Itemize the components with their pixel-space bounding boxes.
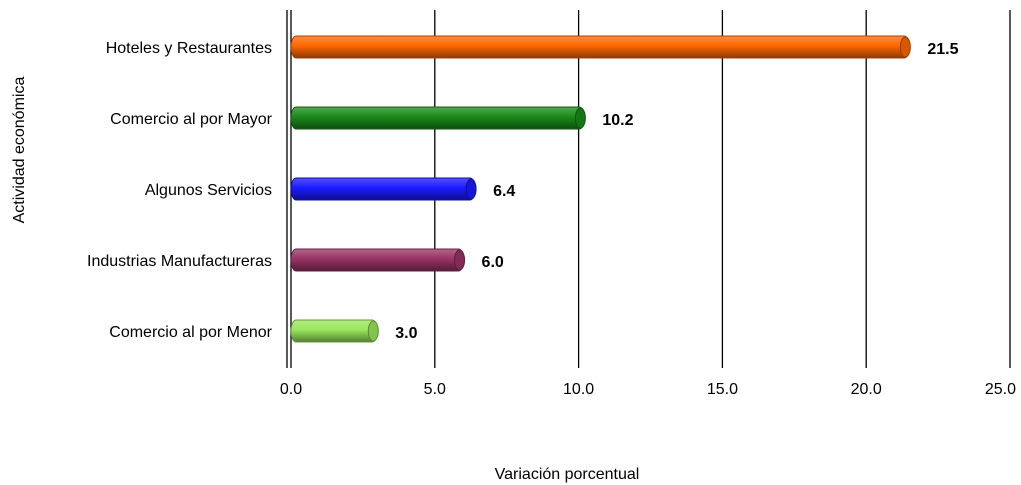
x-tick-label: 20.0 bbox=[851, 381, 882, 398]
data-label: 21.5 bbox=[927, 41, 958, 58]
bar-cap bbox=[574, 107, 586, 129]
bar bbox=[290, 248, 465, 272]
value-labels: 21.5 10.2 6.4 6.0 3.0 bbox=[395, 41, 958, 342]
x-axis-title: Variación porcentual bbox=[495, 466, 640, 483]
data-label: 3.0 bbox=[395, 325, 417, 342]
bar-cap bbox=[465, 178, 477, 200]
bar bbox=[290, 319, 378, 343]
y-axis-title: Actividad económica bbox=[11, 77, 28, 224]
category-labels: Hoteles y Restaurantes Comercio al por Ma… bbox=[87, 40, 273, 341]
category-label: Comercio al por Mayor bbox=[110, 111, 273, 128]
data-label: 6.4 bbox=[493, 183, 515, 200]
bar bbox=[290, 177, 476, 201]
x-tick-label: 10.0 bbox=[563, 381, 594, 398]
category-label: Industrias Manufactureras bbox=[87, 253, 272, 270]
category-label: Hoteles y Restaurantes bbox=[106, 40, 272, 57]
data-label: 6.0 bbox=[482, 254, 504, 271]
gridlines bbox=[286, 10, 1011, 368]
bar-cap bbox=[454, 249, 466, 271]
bar bbox=[290, 35, 910, 59]
bar bbox=[290, 106, 585, 130]
data-label: 10.2 bbox=[602, 112, 633, 129]
x-tick-label: 0.0 bbox=[280, 381, 302, 398]
category-label: Comercio al por Menor bbox=[109, 324, 272, 341]
x-tick-label: 25.0 bbox=[985, 381, 1016, 398]
bar-cap bbox=[367, 320, 379, 342]
x-tick-label: 15.0 bbox=[707, 381, 738, 398]
bars bbox=[290, 35, 911, 343]
bar-cap bbox=[899, 36, 911, 58]
category-label: Algunos Servicios bbox=[145, 182, 272, 199]
x-tick-label: 5.0 bbox=[424, 381, 446, 398]
x-tick-labels: 0.0 5.0 10.0 15.0 20.0 25.0 bbox=[280, 381, 1016, 398]
